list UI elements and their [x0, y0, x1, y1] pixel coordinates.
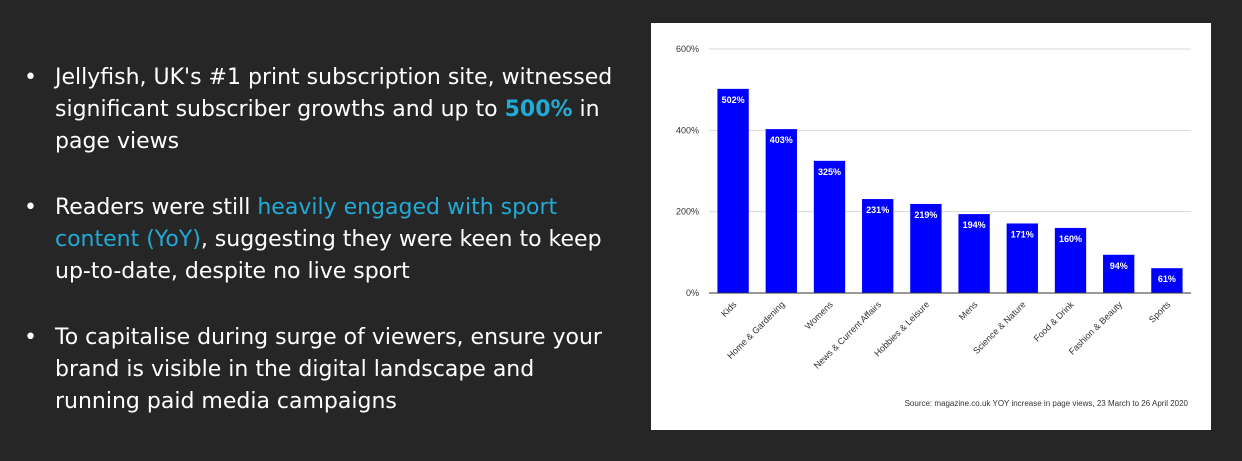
- x-tick-label: Sports: [1147, 299, 1173, 325]
- bars: [717, 88, 1183, 293]
- bullet-text: in page views: [55, 97, 600, 154]
- bullet-item: • To capitalise during surge of viewers,…: [24, 322, 624, 418]
- x-tick-label: Food & Drink: [1032, 299, 1077, 344]
- bullet-text: Jellyfish, UK's #1 print subscription si…: [55, 65, 613, 122]
- highlight-stat: 500%: [504, 97, 573, 122]
- bullet-text: Readers were still: [55, 195, 258, 220]
- bullet-text: To capitalise during surge of viewers, e…: [55, 325, 602, 414]
- bullet-text: , suggesting they were keen to keep up-t…: [55, 227, 602, 284]
- data-label: 194%: [963, 220, 986, 230]
- bar: [813, 160, 846, 293]
- bar-chart: 502% 403% 325% 231% 219% 194% 171% 160% 94% 61% 0…: [676, 44, 1191, 408]
- y-axis-ticks: 0% 200% 400% 600%: [676, 44, 699, 298]
- data-label: 403%: [770, 135, 793, 145]
- y-tick-label: 200%: [676, 207, 699, 217]
- y-tick-label: 400%: [676, 125, 699, 135]
- bar: [1006, 223, 1038, 293]
- bar: [765, 129, 797, 293]
- source-note: Source: magazine.co.uk YOY increase in p…: [905, 399, 1189, 408]
- y-tick-label: 0%: [686, 288, 699, 298]
- bullet-dot: •: [24, 65, 37, 90]
- bar: [1054, 227, 1087, 293]
- data-label: 94%: [1110, 261, 1128, 271]
- data-label: 219%: [914, 210, 937, 220]
- data-label: 231%: [866, 205, 889, 215]
- x-tick-label: Kids: [719, 299, 739, 319]
- data-label: 160%: [1059, 234, 1082, 244]
- bullet-dot: •: [24, 195, 37, 220]
- bar: [958, 214, 990, 293]
- chart-panel: 502% 403% 325% 231% 219% 194% 171% 160% 94% 61% 0…: [651, 23, 1211, 430]
- x-tick-label: Womens: [803, 299, 835, 331]
- bar: [910, 203, 942, 293]
- data-label: 502%: [722, 95, 745, 105]
- x-tick-label: Fashion & Beauty: [1067, 299, 1125, 357]
- y-tick-label: 600%: [676, 44, 699, 54]
- bar: [717, 88, 749, 293]
- highlight-phrase: heavily engaged with sport content (YoY): [55, 195, 558, 252]
- x-tick-label: Mens: [957, 299, 980, 322]
- bar: [1103, 254, 1135, 293]
- x-tick-label: Science & Nature: [971, 299, 1028, 356]
- data-label: 325%: [818, 167, 841, 177]
- data-label: 61%: [1158, 274, 1176, 284]
- bullet-item: • Jellyfish, UK's #1 print subscription …: [24, 62, 624, 158]
- bullet-item: • Readers were still heavily engaged wit…: [24, 192, 624, 288]
- bar: [1151, 268, 1183, 293]
- bullet-dot: •: [24, 325, 37, 350]
- data-label: 171%: [1011, 229, 1034, 239]
- data-labels: 502% 403% 325% 231% 219% 194% 171% 160% 94% 61%: [722, 95, 1176, 284]
- bullet-list: • Jellyfish, UK's #1 print subscription …: [24, 62, 624, 452]
- bar: [862, 199, 894, 293]
